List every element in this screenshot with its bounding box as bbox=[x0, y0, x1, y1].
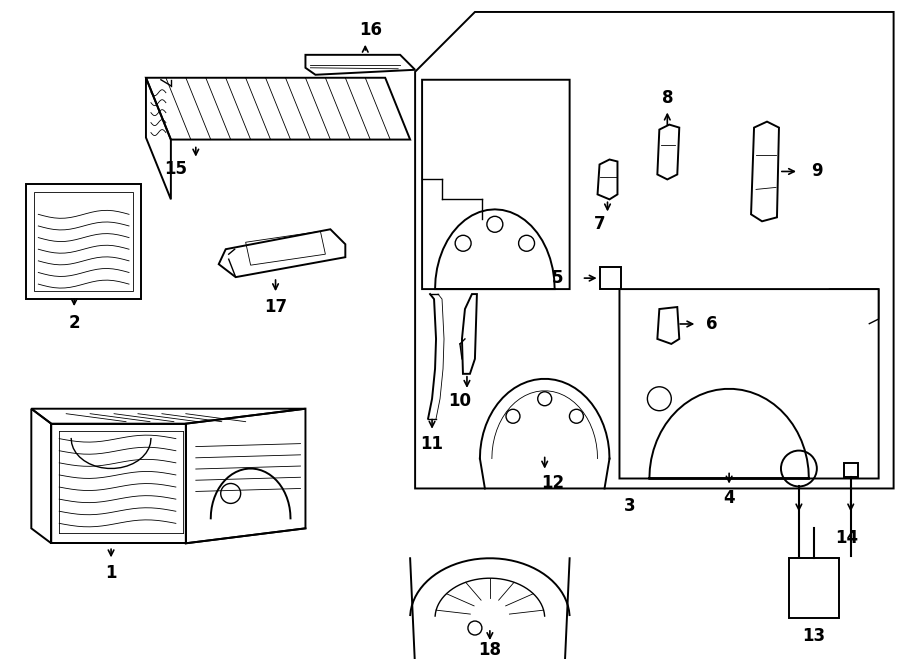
Text: 2: 2 bbox=[68, 314, 80, 332]
Bar bbox=[844, 463, 858, 477]
Text: 4: 4 bbox=[724, 489, 735, 508]
Text: 5: 5 bbox=[552, 269, 563, 287]
Text: 1: 1 bbox=[105, 564, 117, 582]
Text: 7: 7 bbox=[594, 215, 606, 233]
Text: 16: 16 bbox=[359, 21, 382, 39]
Text: 15: 15 bbox=[165, 161, 187, 178]
Bar bbox=[789, 559, 839, 618]
Text: 6: 6 bbox=[706, 315, 718, 333]
Text: 10: 10 bbox=[448, 392, 472, 410]
Text: 8: 8 bbox=[662, 89, 673, 106]
Text: 9: 9 bbox=[811, 163, 823, 180]
Bar bbox=[599, 267, 622, 289]
Text: 13: 13 bbox=[802, 627, 825, 645]
Text: 11: 11 bbox=[420, 434, 444, 453]
Text: 3: 3 bbox=[624, 498, 635, 516]
Text: 14: 14 bbox=[835, 529, 859, 547]
Text: 12: 12 bbox=[541, 475, 564, 492]
Text: 17: 17 bbox=[264, 298, 287, 316]
Text: 18: 18 bbox=[479, 641, 501, 659]
